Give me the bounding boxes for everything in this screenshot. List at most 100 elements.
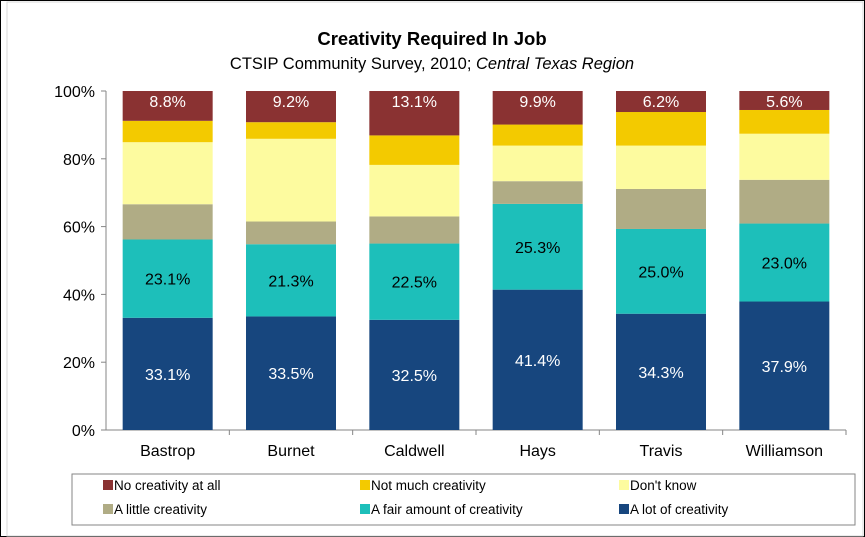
bar-segment-rect	[246, 244, 336, 317]
bar-segment: 22.5%	[369, 243, 460, 320]
x-tick-label: Travis	[640, 443, 683, 460]
data-label: 6.2%	[643, 94, 679, 111]
data-label: 32.5%	[392, 368, 437, 385]
bar-segment-rect	[492, 181, 583, 204]
data-label: 21.3%	[268, 273, 313, 290]
x-tick-label: Burnet	[267, 443, 315, 460]
bar-segment-rect	[492, 91, 583, 125]
legend-label: A fair amount of creativity	[371, 502, 523, 517]
bar-segment	[739, 133, 830, 180]
bars: 33.1% 23.1% 8.8% 33.5% 21.3% 9.2% 32.5% 22.5% 13…	[122, 91, 830, 430]
bar-segment-rect	[616, 145, 706, 189]
bar-segment-rect	[122, 317, 213, 430]
y-tick-label: 40%	[63, 287, 95, 304]
y-tick-label: 100%	[54, 84, 95, 101]
bar-segment: 9.2%	[246, 91, 336, 123]
legend-label: Don't know	[630, 478, 697, 493]
bar-segment-rect	[122, 120, 213, 143]
bar-segment: 9.9%	[492, 91, 583, 125]
bar-segment: 33.1%	[122, 317, 213, 430]
bar-segment	[492, 181, 583, 204]
bar-segment-rect	[616, 112, 706, 146]
y-tick-label: 20%	[63, 355, 95, 372]
data-label: 37.9%	[762, 359, 807, 376]
bar-segment	[122, 204, 213, 240]
data-label: 13.1%	[392, 94, 437, 111]
bar-segment: 41.4%	[492, 289, 583, 430]
bar-segment-rect	[369, 243, 460, 320]
bar-segment: 34.3%	[616, 313, 706, 430]
data-label: 22.5%	[392, 275, 437, 292]
data-label: 23.1%	[145, 272, 190, 289]
y-tick-label: 60%	[63, 220, 95, 237]
y-tick-label: 0%	[72, 423, 95, 440]
legend-swatch	[619, 480, 629, 490]
bar-segment-rect	[739, 91, 830, 110]
data-label: 33.5%	[268, 366, 313, 383]
bar-segment-rect	[616, 188, 706, 229]
data-label: 25.0%	[638, 264, 683, 281]
bar-segment	[492, 145, 583, 182]
bar-segment: 25.3%	[492, 203, 583, 290]
legend-item: No creativity at all	[103, 478, 221, 493]
bar-segment-rect	[122, 142, 213, 205]
chart-subtitle-plain: CTSIP Community Survey, 2010;	[230, 55, 476, 73]
bar-segment-rect	[246, 138, 336, 222]
data-label: 41.4%	[515, 353, 560, 370]
bar-segment-rect	[369, 91, 460, 136]
bar-segment: 37.9%	[739, 301, 830, 430]
bar-segment-rect	[739, 223, 830, 302]
bar-segment-rect	[616, 313, 706, 430]
bar-segment	[246, 122, 336, 139]
bar-segment-rect	[739, 133, 830, 180]
bar-segment-rect	[369, 216, 460, 244]
bar-segment	[739, 179, 830, 224]
axes: 0% 20% 40% 60% 80% 100%	[54, 84, 847, 440]
legend-swatch	[103, 504, 113, 514]
bar-segment	[122, 142, 213, 205]
data-label: 23.0%	[762, 256, 807, 273]
x-tick-label: Hays	[519, 443, 555, 460]
bar-segment-rect	[739, 301, 830, 430]
bar-segment-rect	[739, 109, 830, 134]
bar-segment-rect	[122, 239, 213, 318]
bar-segment-rect	[739, 179, 830, 224]
legend-item: A lot of creativity	[619, 502, 729, 517]
data-label: 8.8%	[149, 94, 185, 111]
legend-label: A little creativity	[114, 502, 207, 517]
bar-segment-rect	[492, 203, 583, 290]
bar-segment-rect	[369, 135, 460, 165]
bar-segment: 5.6%	[739, 91, 830, 111]
data-label: 9.2%	[273, 94, 309, 111]
bar-segment	[369, 135, 460, 165]
bar-segment	[246, 138, 336, 222]
bar-segment: 8.8%	[122, 91, 213, 121]
y-tick-label: 80%	[63, 152, 95, 169]
bar-segment: 23.1%	[122, 239, 213, 318]
bar-segment-rect	[246, 122, 336, 139]
bar-segment-rect	[369, 319, 460, 430]
bar-segment: 25.0%	[616, 228, 706, 314]
bar-segment	[492, 124, 583, 146]
bar-segment-rect	[369, 164, 460, 217]
bar-segment: 23.0%	[739, 223, 830, 302]
bar-segment	[616, 112, 706, 146]
data-label: 25.3%	[515, 240, 560, 257]
legend-item: Don't know	[619, 478, 697, 493]
bar-segment	[122, 120, 213, 143]
data-label: 33.1%	[145, 367, 190, 384]
bar-segment	[369, 216, 460, 244]
bar-segment: 6.2%	[616, 91, 706, 113]
bar-segment	[616, 145, 706, 189]
legend-label: A lot of creativity	[630, 502, 729, 517]
x-tick-label: Williamson	[746, 443, 823, 460]
bar-segment: 21.3%	[246, 244, 336, 317]
chart-area-edge	[6, 1, 864, 537]
bar-segment-rect	[616, 91, 706, 113]
bar-segment-rect	[492, 289, 583, 430]
legend-swatch	[360, 480, 370, 490]
data-label: 5.6%	[766, 94, 802, 111]
bar-segment: 33.5%	[246, 316, 336, 430]
data-label: 9.9%	[519, 94, 555, 111]
